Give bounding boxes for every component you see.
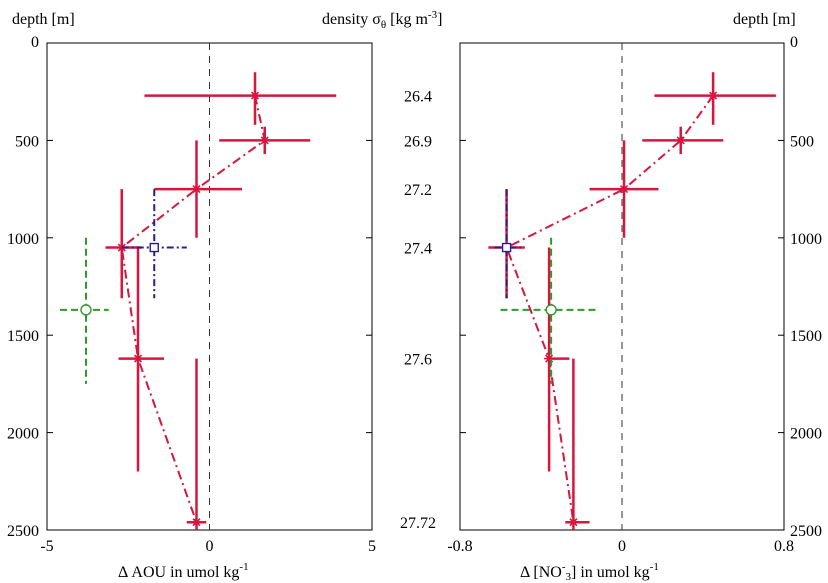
- circle-marker: [545, 304, 557, 316]
- x-tick-label: 0: [206, 538, 214, 555]
- axes-frame: [459, 42, 785, 531]
- green-series: [60, 237, 109, 384]
- star-marker: [619, 184, 630, 195]
- density-label: 27.72: [400, 515, 436, 532]
- y-tick-label: 1500: [790, 328, 822, 345]
- star-marker: [191, 517, 202, 528]
- green-series: [500, 237, 596, 384]
- circle-marker: [80, 304, 92, 316]
- density-label: 27.6: [404, 352, 432, 369]
- left-x-axis-label: Δ AOU in umol kg-1: [118, 561, 249, 581]
- blue-series: [494, 189, 521, 299]
- x-tick-label: -5: [40, 538, 53, 555]
- star-marker: [191, 184, 202, 195]
- x-tick-label: 0.8: [774, 538, 794, 555]
- star-marker: [675, 135, 686, 146]
- star-marker: [250, 90, 260, 101]
- red-series: [105, 72, 337, 530]
- axes-frame: [46, 42, 373, 531]
- density-label: 26.4: [404, 89, 432, 106]
- x-tick-label: -0.8: [447, 538, 472, 555]
- square-marker: [501, 242, 512, 253]
- red-series: [488, 72, 776, 530]
- right-depth-label: depth [m]: [733, 11, 796, 28]
- y-tick-label: 0: [31, 34, 39, 51]
- series-line: [505, 95, 714, 523]
- star-marker: [708, 90, 719, 101]
- density-label: 27.4: [404, 241, 432, 258]
- blue-series: [121, 189, 187, 299]
- x-tick-label: 5: [368, 538, 376, 555]
- density-label: density σθ [kg m-3]: [322, 9, 442, 31]
- square-marker: [149, 242, 159, 253]
- y-tick-label: 2500: [790, 523, 822, 540]
- right-plot-nitrate: 0 500 1000 1500 2000 2500 -0.8 0 0.8: [447, 34, 822, 555]
- left-depth-label: depth [m]: [12, 11, 75, 28]
- y-tick-label: 1000: [790, 231, 822, 248]
- star-marker: [568, 517, 579, 528]
- y-tick-label: 500: [15, 133, 39, 150]
- star-marker: [133, 353, 143, 364]
- density-tick-labels: 26.4 26.9 27.2 27.4 27.6 27.72: [400, 89, 436, 533]
- left-plot-aou: 0 500 1000 1500 2000 2500-5 0 5: [7, 34, 376, 555]
- y-tick-label: 1500: [7, 328, 39, 345]
- star-marker: [544, 353, 555, 364]
- y-tick-label: 0: [790, 34, 798, 51]
- y-tick-label: 1000: [7, 231, 39, 248]
- x-tick-label: 0: [618, 538, 626, 555]
- y-tick-label: 2000: [7, 426, 39, 443]
- star-marker: [259, 135, 270, 146]
- y-tick-label: 500: [790, 133, 814, 150]
- y-tick-label: 2000: [790, 426, 822, 443]
- density-label: 26.9: [404, 133, 432, 150]
- y-tick-label: 2500: [7, 523, 39, 540]
- right-x-axis-label: Δ [NO-3] in umol kg-1: [520, 561, 659, 583]
- series-line: [120, 95, 266, 523]
- density-label: 27.2: [404, 182, 432, 199]
